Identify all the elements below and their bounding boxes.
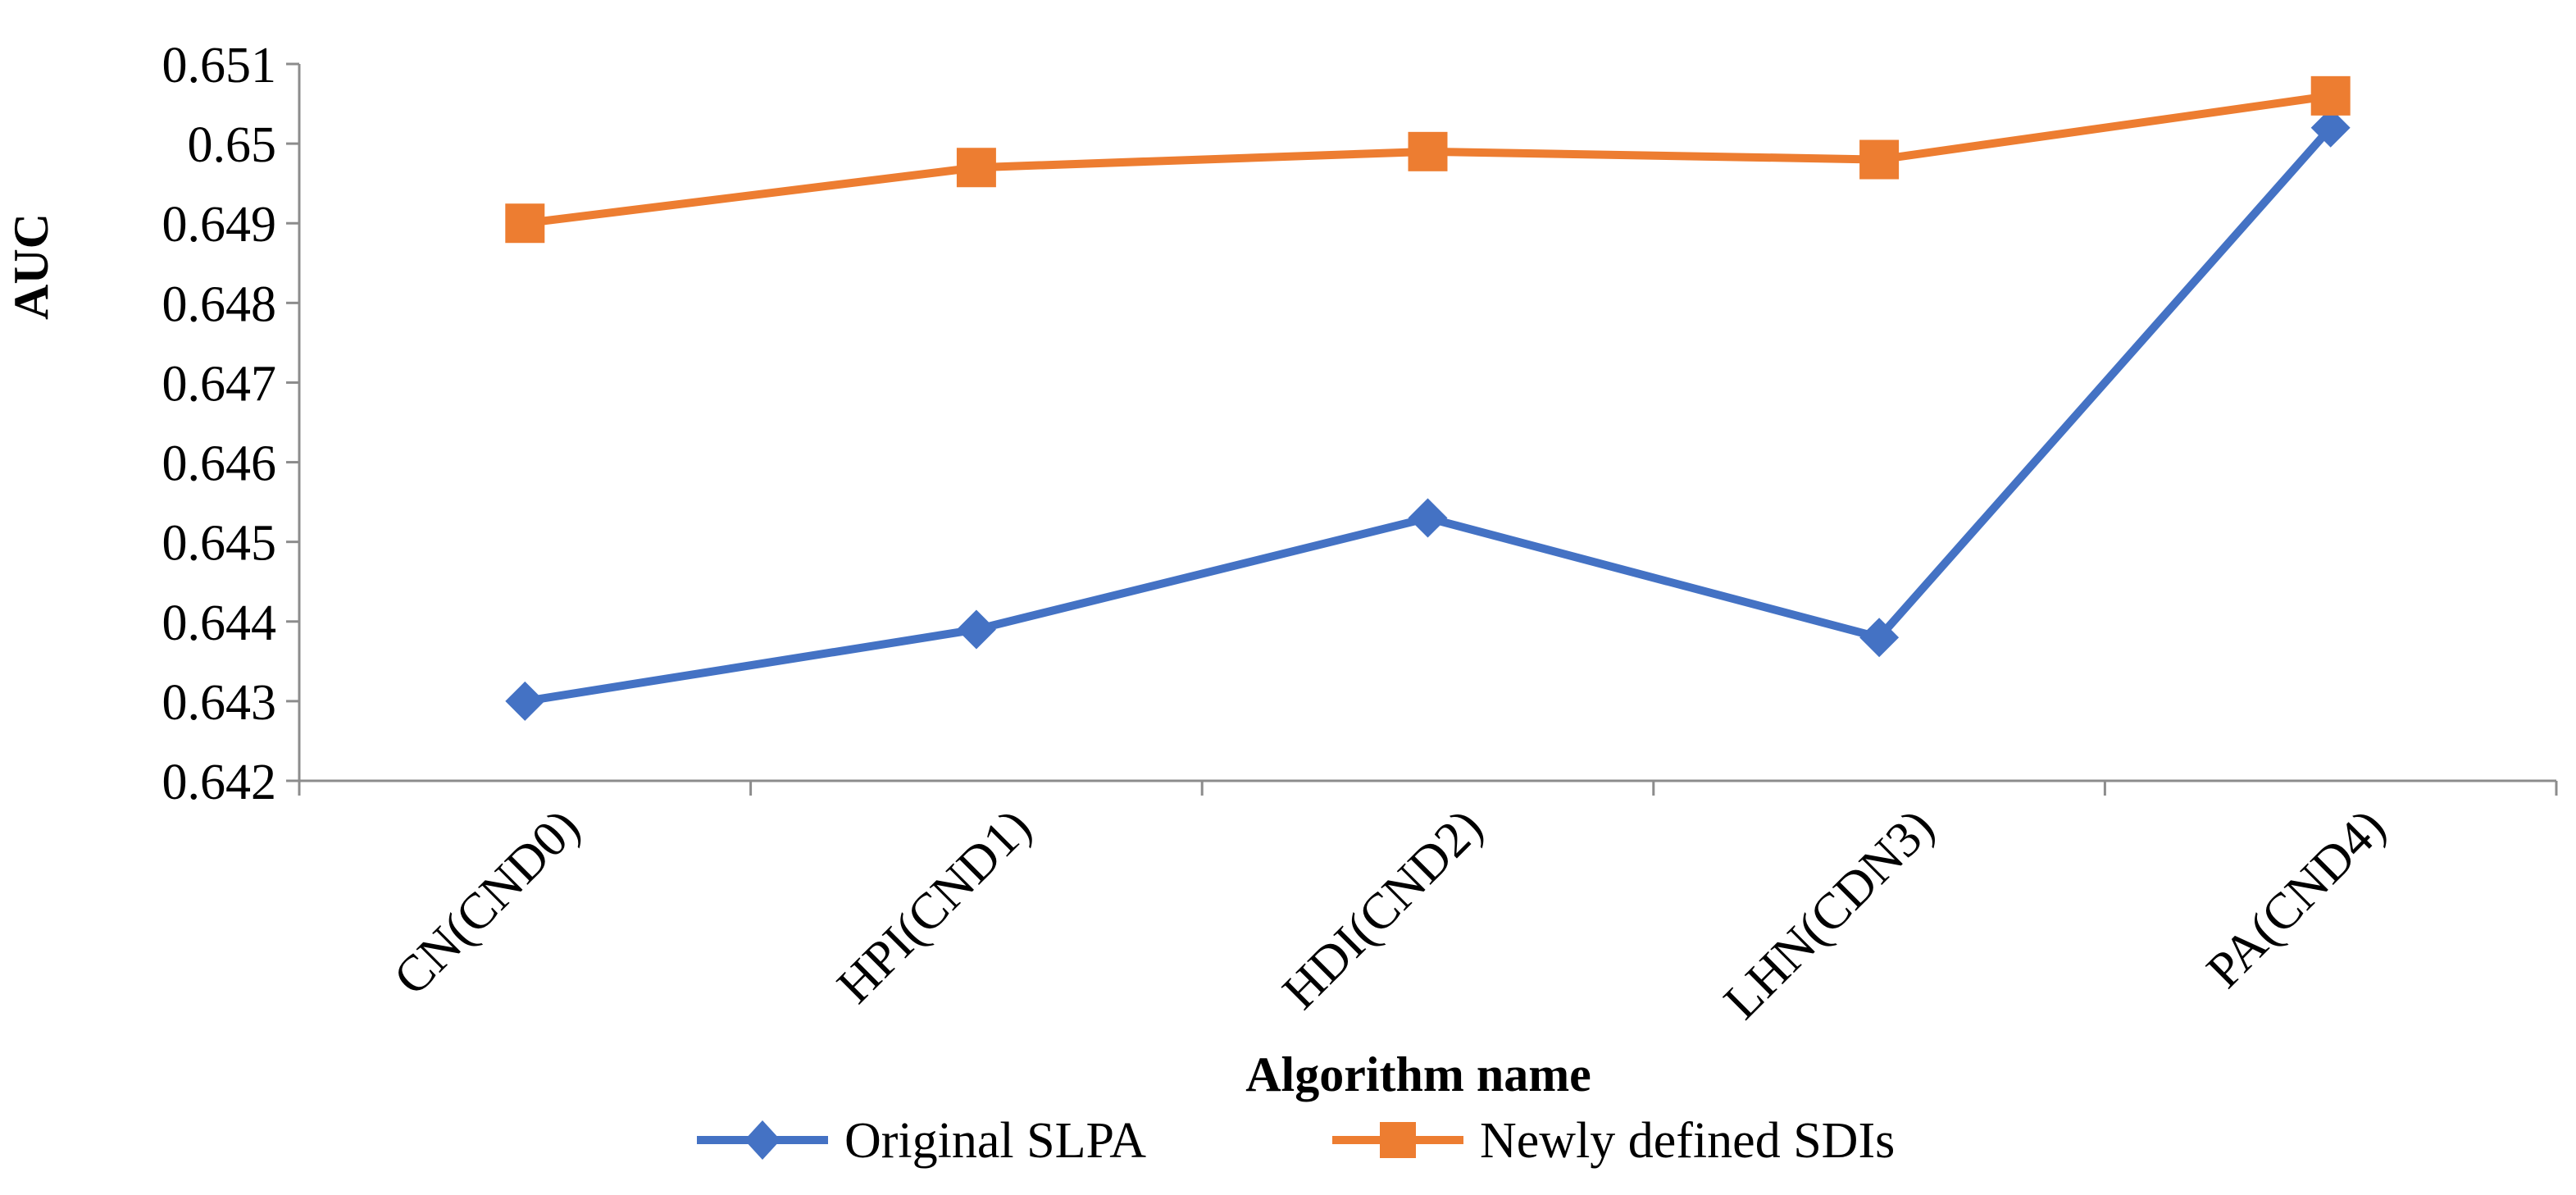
y-tick-label: 0.648 (162, 276, 277, 332)
data-point-newly-defined-sdis (505, 203, 545, 244)
data-point-original-slpa (505, 681, 545, 721)
legend-marker-original-slpa (744, 1120, 781, 1160)
x-tick-label: HDI(CND2) (1272, 799, 1494, 1020)
y-axis-title: AUC (4, 213, 58, 320)
data-point-original-slpa (2310, 107, 2351, 148)
data-point-newly-defined-sdis (1408, 131, 1448, 171)
legend-item-original-slpa: Original SLPA (697, 1113, 1146, 1169)
series-layer (505, 75, 2351, 721)
data-point-newly-defined-sdis (956, 148, 996, 188)
data-point-original-slpa (1859, 618, 1900, 658)
legend: Original SLPA Newly defined SDIs (697, 1113, 1895, 1169)
data-point-original-slpa (1408, 498, 1448, 538)
y-tick-label: 0.65 (188, 117, 277, 173)
series-line-original-slpa (524, 125, 2334, 705)
y-tick-label: 0.651 (162, 38, 277, 94)
x-tick-labels: CN(CND0) HPI(CND1) HDI(CND2) LHN(CDN3) PA(CN… (384, 799, 2396, 1030)
legend-label-newly-defined-sdis: Newly defined SDIs (1480, 1113, 1895, 1169)
y-tick-label: 0.642 (162, 755, 277, 810)
x-axis-title: Algorithm name (1245, 1047, 1591, 1101)
data-point-newly-defined-sdis (1859, 139, 1900, 180)
data-point-original-slpa (956, 609, 996, 650)
legend-label-original-slpa: Original SLPA (844, 1113, 1146, 1169)
x-tick-label: LHN(CDN3) (1714, 799, 1945, 1030)
x-tick-label: HPI(CND1) (826, 799, 1041, 1014)
y-tick-label: 0.647 (162, 356, 277, 412)
y-tick-label: 0.645 (162, 516, 277, 572)
axes (286, 62, 2558, 796)
x-tick-label: CN(CND0) (384, 799, 591, 1006)
y-tick-label: 0.646 (162, 436, 277, 492)
y-tick-label: 0.644 (162, 595, 277, 651)
series-original-slpa (505, 107, 2351, 721)
y-tick-label: 0.649 (162, 197, 277, 253)
legend-marker-newly-defined-sdis (1380, 1122, 1416, 1158)
x-tick-label: PA(CND4) (2196, 799, 2396, 999)
legend-item-newly-defined-sdis: Newly defined SDIs (1332, 1113, 1895, 1169)
data-point-newly-defined-sdis (2310, 75, 2351, 116)
series-newly-defined-sdis (505, 75, 2351, 244)
y-tick-labels: 0.642 0.643 0.644 0.645 0.646 0.647 0.648 0.649… (162, 38, 277, 810)
y-tick-label: 0.643 (162, 675, 277, 731)
